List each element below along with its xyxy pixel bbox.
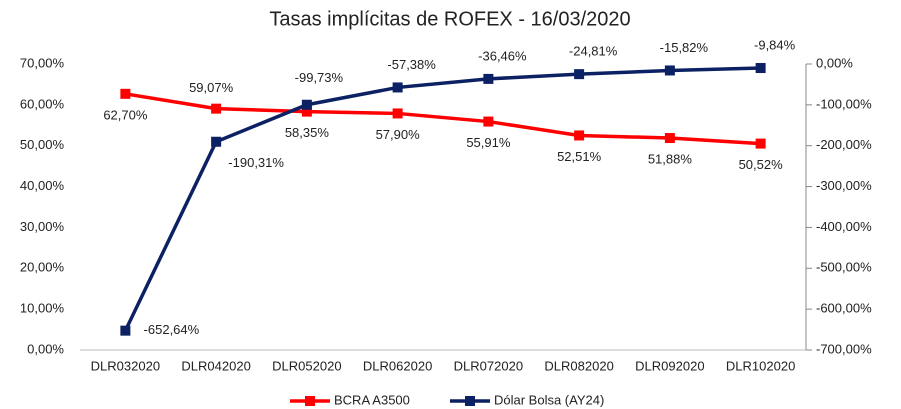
legend-marker	[305, 396, 315, 406]
y-tick-label: 20,00%	[20, 260, 65, 275]
data-label: 50,52%	[739, 157, 784, 172]
x-tick-label: DLR032020	[91, 358, 160, 373]
marker	[301, 106, 312, 117]
data-label: 52,51%	[557, 149, 602, 164]
chart-title: Tasas implícitas de ROFEX - 16/03/2020	[269, 8, 630, 30]
marker	[301, 99, 312, 110]
y-tick-label: 50,00%	[20, 137, 65, 152]
data-label: -24,81%	[569, 44, 618, 59]
data-label: 55,91%	[466, 135, 511, 150]
y2-tick-label: -700,00%	[816, 341, 872, 356]
x-tick-label: DLR072020	[454, 358, 523, 373]
marker	[392, 108, 403, 119]
y2-tick-label: -600,00%	[816, 301, 872, 316]
x-tick-label: DLR092020	[635, 358, 704, 373]
marker	[211, 136, 222, 147]
legend-label: BCRA A3500	[334, 392, 410, 407]
y-tick-label: 60,00%	[20, 96, 65, 111]
marker	[574, 130, 585, 141]
data-label: 51,88%	[648, 151, 693, 166]
legend-label: Dólar Bolsa (AY24)	[494, 392, 604, 407]
marker	[574, 69, 585, 80]
marker	[483, 73, 494, 84]
y-tick-label: 10,00%	[20, 301, 65, 316]
marker	[120, 325, 131, 336]
x-tick-label: DLR062020	[363, 358, 432, 373]
marker	[120, 88, 131, 99]
marker	[664, 133, 675, 144]
y2-tick-label: -100,00%	[816, 96, 872, 111]
y2-tick-label: 0,00%	[816, 55, 853, 70]
y-tick-label: 70,00%	[20, 55, 65, 70]
data-label: -652,64%	[144, 322, 200, 337]
legend-marker	[465, 396, 475, 406]
data-label: -9,84%	[754, 37, 796, 52]
y2-tick-label: -400,00%	[816, 219, 872, 234]
data-label: -36,46%	[478, 48, 527, 63]
marker	[211, 103, 222, 114]
x-tick-label: DLR102020	[726, 358, 795, 373]
marker	[755, 138, 766, 149]
data-label: 58,35%	[285, 125, 330, 140]
data-label: -99,73%	[295, 70, 344, 85]
y2-tick-label: -300,00%	[816, 178, 872, 193]
data-label: -15,82%	[660, 40, 709, 55]
y-tick-label: 40,00%	[20, 178, 65, 193]
data-label: -190,31%	[228, 155, 284, 170]
marker	[392, 82, 403, 93]
marker	[483, 116, 494, 127]
x-tick-label: DLR042020	[181, 358, 250, 373]
marker	[755, 63, 766, 74]
data-label: -57,38%	[387, 57, 436, 72]
y-tick-label: 0,00%	[27, 341, 64, 356]
x-tick-label: DLR082020	[544, 358, 613, 373]
y2-tick-label: -200,00%	[816, 137, 872, 152]
data-label: 59,07%	[189, 80, 234, 95]
x-tick-label: DLR052020	[272, 358, 341, 373]
data-label: 57,90%	[376, 127, 421, 142]
y2-tick-label: -500,00%	[816, 260, 872, 275]
marker	[664, 65, 675, 76]
data-label: 62,70%	[103, 107, 148, 122]
series-line	[123, 66, 761, 332]
y-tick-label: 30,00%	[20, 219, 65, 234]
series-line	[125, 92, 761, 146]
